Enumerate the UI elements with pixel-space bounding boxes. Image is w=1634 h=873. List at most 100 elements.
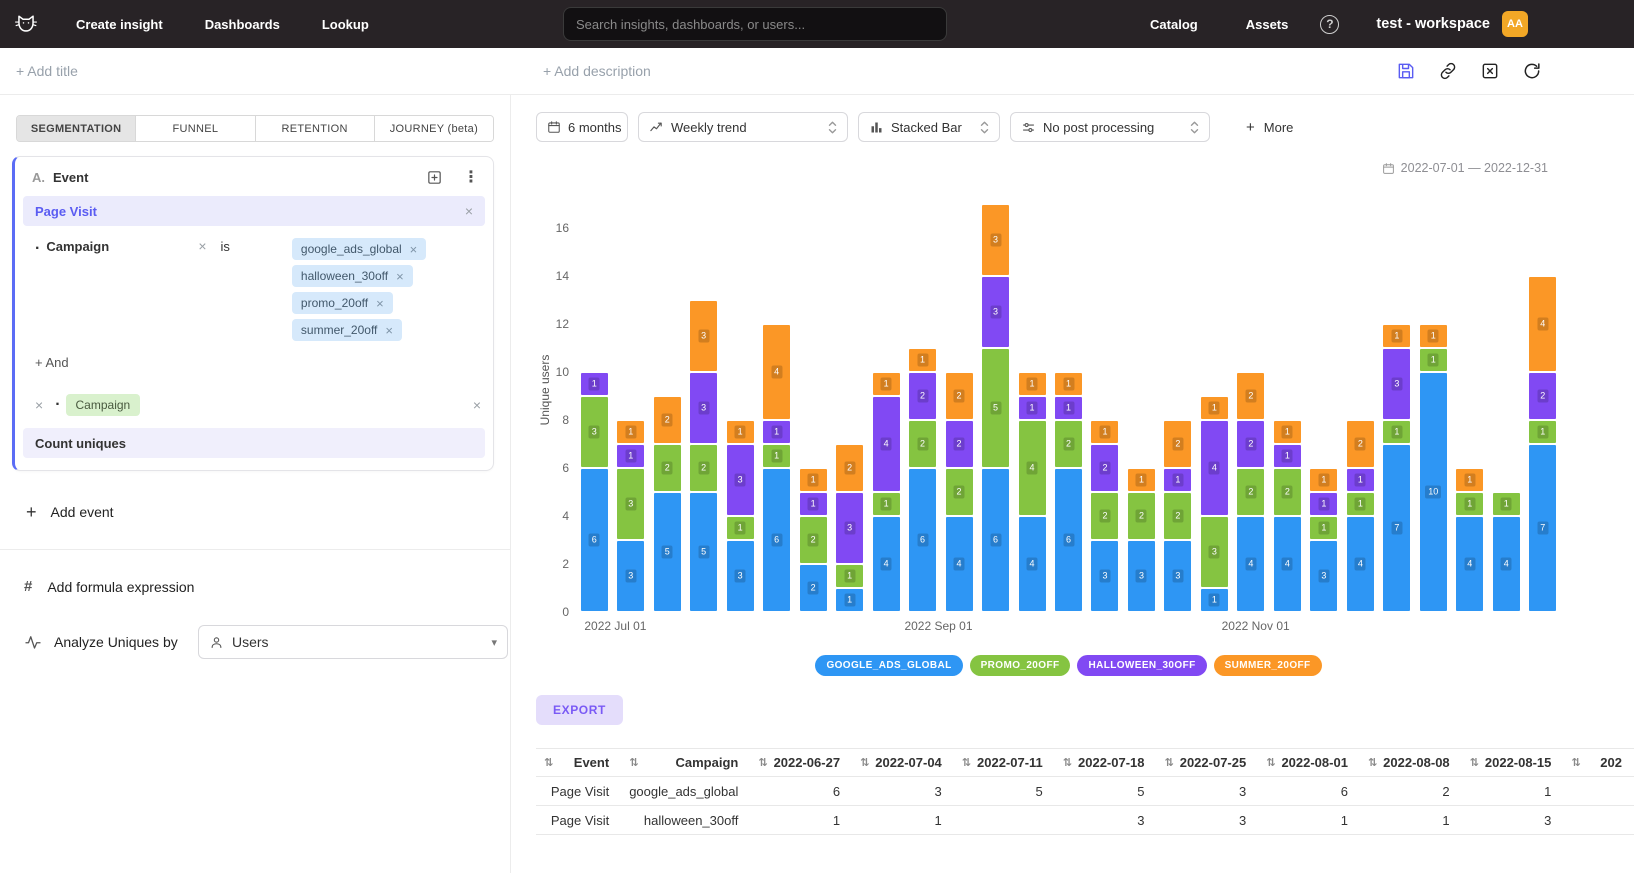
filter-value-tag[interactable]: promo_20off× [292,292,393,314]
bar-segment-summer_20off[interactable]: 2 [654,397,681,444]
column-header[interactable]: ⇅2022-07-04 [852,749,954,777]
add-and-condition[interactable]: + And [35,355,493,370]
bar-segment-halloween_30off[interactable]: 2 [1529,373,1556,420]
bar-segment-summer_20off[interactable]: 2 [1347,421,1374,468]
bar-2022-08-29[interactable]: 6221 [909,347,936,611]
remove-breakdown-icon[interactable]: × [473,398,481,412]
nav-lookup[interactable]: Lookup [322,17,369,32]
bar-segment-summer_20off[interactable]: 1 [1383,325,1410,348]
column-header[interactable]: ⇅202 [1563,749,1634,777]
sort-icon[interactable]: ⇅ [1063,756,1072,769]
legend-item-summer_20off[interactable]: SUMMER_20OFF [1214,655,1322,676]
bar-segment-summer_20off[interactable]: 1 [1310,469,1337,492]
tab-journey[interactable]: JOURNEY (beta) [375,116,493,141]
bar-segment-promo_20off[interactable]: 1 [1456,493,1483,516]
bar-segment-halloween_30off[interactable]: 1 [1055,397,1082,420]
nav-dashboards[interactable]: Dashboards [205,17,280,32]
bar-segment-promo_20off[interactable]: 1 [1493,493,1520,516]
bar-segment-halloween_30off[interactable]: 2 [1091,445,1118,492]
bar-segment-summer_20off[interactable]: 1 [1420,325,1447,348]
bar-segment-summer_20off[interactable]: 1 [1091,421,1118,444]
bar-segment-summer_20off[interactable]: 1 [727,421,754,444]
bar-segment-google_ads_global[interactable]: 3 [1091,541,1118,612]
bar-segment-halloween_30off[interactable]: 1 [800,493,827,516]
bar-segment-google_ads_global[interactable]: 4 [1274,517,1301,612]
sort-icon[interactable]: ⇅ [629,756,638,769]
bar-segment-summer_20off[interactable]: 1 [909,349,936,372]
sort-icon[interactable]: ⇅ [1266,756,1275,769]
sort-icon[interactable]: ⇅ [1470,756,1479,769]
sort-icon[interactable]: ⇅ [544,756,553,769]
bar-segment-google_ads_global[interactable]: 5 [690,493,717,612]
column-header[interactable]: ⇅2022-07-18 [1055,749,1157,777]
column-header[interactable]: ⇅2022-08-01 [1258,749,1360,777]
bar-segment-halloween_30off[interactable]: 1 [617,445,644,468]
bar-segment-promo_20off[interactable]: 5 [982,349,1009,468]
bar-segment-promo_20off[interactable]: 2 [1055,421,1082,468]
bar-segment-halloween_30off[interactable]: 1 [1347,469,1374,492]
add-filter-icon[interactable] [426,169,443,186]
bar-segment-promo_20off[interactable]: 3 [1201,517,1228,588]
bar-segment-google_ads_global[interactable]: 6 [982,469,1009,612]
bar-segment-halloween_30off[interactable]: 1 [1164,469,1191,492]
bar-segment-google_ads_global[interactable]: 7 [1383,445,1410,612]
add-formula-button[interactable]: # Add formula expression [24,578,510,595]
bar-segment-summer_20off[interactable]: 1 [873,373,900,396]
bar-segment-halloween_30off[interactable]: 3 [727,445,754,516]
bar-2022-12-26[interactable]: 7124 [1529,275,1556,611]
bar-segment-google_ads_global[interactable]: 3 [1128,541,1155,612]
filter-value-tag[interactable]: halloween_30off× [292,265,413,287]
bar-segment-promo_20off[interactable]: 1 [727,517,754,540]
bar-segment-promo_20off[interactable]: 2 [909,421,936,468]
filter-value-tag[interactable]: google_ads_global× [292,238,426,260]
bar-segment-summer_20off[interactable]: 1 [1201,397,1228,420]
bar-segment-halloween_30off[interactable]: 2 [946,421,973,468]
bar-2022-07-25[interactable]: 3131 [727,419,754,611]
bar-segment-google_ads_global[interactable]: 10 [1420,373,1447,612]
nav-catalog[interactable]: Catalog [1150,17,1198,32]
remove-filter-value-icon[interactable]: × [385,324,393,337]
bar-segment-summer_20off[interactable]: 4 [763,325,790,420]
more-button[interactable]: + More [1236,112,1303,142]
bar-segment-summer_20off[interactable]: 1 [800,469,827,492]
bar-segment-google_ads_global[interactable]: 7 [1529,445,1556,612]
chart-type-select[interactable]: Stacked Bar [858,112,1000,142]
sort-icon[interactable]: ⇅ [962,756,971,769]
column-header[interactable]: ⇅2022-08-08 [1360,749,1462,777]
bar-segment-halloween_30off[interactable]: 1 [763,421,790,444]
column-header[interactable]: ⇅Campaign [621,749,750,777]
bar-segment-promo_20off[interactable]: 3 [581,397,608,468]
sort-icon[interactable]: ⇅ [1368,756,1377,769]
bar-segment-summer_20off[interactable]: 2 [946,373,973,420]
column-header[interactable]: ⇅2022-06-27 [750,749,852,777]
bar-segment-promo_20off[interactable]: 1 [1420,349,1447,372]
bar-segment-halloween_30off[interactable]: 1 [581,373,608,396]
bar-segment-promo_20off[interactable]: 3 [617,469,644,540]
bar-2022-11-07[interactable]: 4211 [1274,419,1301,611]
filter-field-label[interactable]: Campaign [46,239,198,254]
bar-segment-halloween_30off[interactable]: 3 [836,493,863,564]
bar-segment-google_ads_global[interactable]: 4 [1456,517,1483,612]
bar-segment-halloween_30off[interactable]: 2 [1237,421,1264,468]
bar-2022-11-28[interactable]: 7131 [1383,323,1410,611]
bar-segment-halloween_30off[interactable]: 4 [1201,421,1228,516]
bar-segment-summer_20off[interactable]: 1 [1128,469,1155,492]
post-processing-select[interactable]: No post processing [1010,112,1210,142]
bar-segment-summer_20off[interactable]: 2 [1237,373,1264,420]
bar-2022-09-12[interactable]: 6533 [982,203,1009,611]
bar-2022-08-22[interactable]: 4141 [873,371,900,611]
legend-item-promo_20off[interactable]: PROMO_20OFF [970,655,1071,676]
tab-retention[interactable]: RETENTION [256,116,375,141]
bar-segment-google_ads_global[interactable]: 3 [1310,541,1337,612]
kebab-menu-icon[interactable]: ⋮ [463,170,479,186]
search-input[interactable] [563,7,947,41]
bar-segment-promo_20off[interactable]: 2 [946,469,973,516]
bar-segment-promo_20off[interactable]: 2 [654,445,681,492]
bar-segment-google_ads_global[interactable]: 1 [836,589,863,612]
nav-create-insight[interactable]: Create insight [76,17,163,32]
remove-event-icon[interactable]: × [465,204,473,218]
bar-segment-google_ads_global[interactable]: 4 [873,517,900,612]
bar-2022-09-19[interactable]: 4411 [1019,371,1046,611]
bar-segment-promo_20off[interactable]: 1 [763,445,790,468]
bar-segment-promo_20off[interactable]: 1 [873,493,900,516]
